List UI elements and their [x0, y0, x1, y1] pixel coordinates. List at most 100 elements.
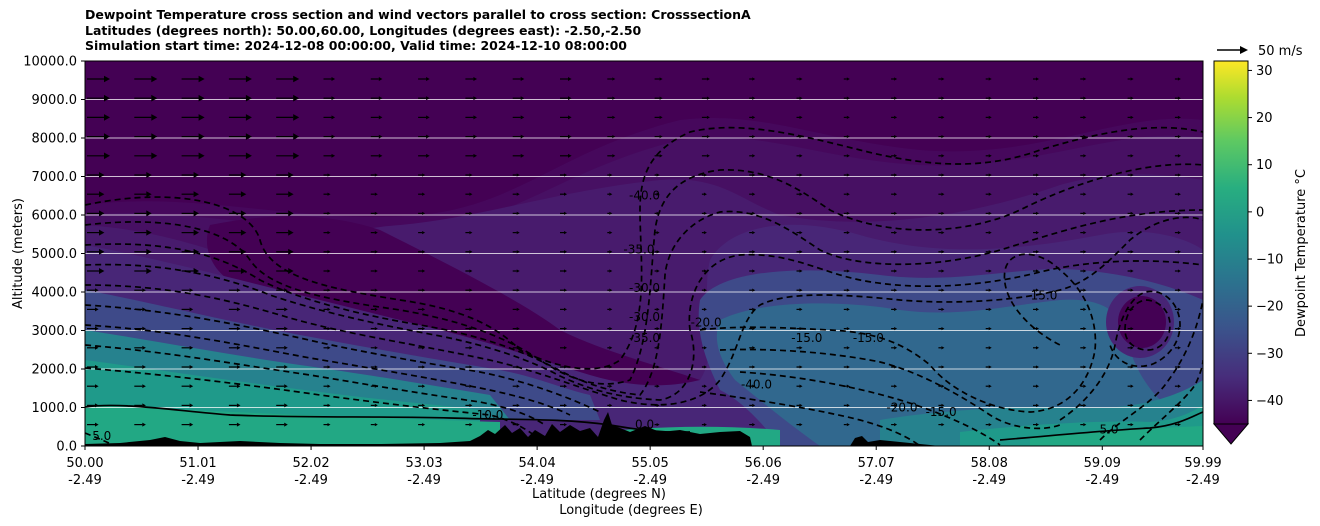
- wind-arrow: [843, 173, 850, 177]
- wind-arrow: [228, 326, 241, 331]
- wind-arrow: [370, 153, 383, 158]
- title-line-3: Simulation start time: 2024-12-08 00:00:…: [85, 38, 627, 53]
- wind-arrow: [1033, 154, 1039, 158]
- x-tick-label-lon: -2.49: [746, 473, 780, 488]
- wind-arrow: [465, 326, 473, 331]
- wind-arrow: [938, 192, 945, 196]
- wind-arrow: [512, 403, 520, 408]
- wind-arrow: [560, 269, 567, 273]
- wind-arrow: [87, 326, 99, 331]
- y-tick-label: 0.0: [56, 440, 77, 455]
- wind-arrow: [843, 192, 850, 196]
- y-axis: 0.0 1000.0 2000.0 3000.0 4000.0 5000.0 6000.0 7…: [23, 55, 85, 455]
- wind-arrow: [843, 346, 850, 350]
- wind-arrow: [181, 268, 199, 274]
- wind-arrow: [323, 230, 331, 235]
- x-axis: 50.00 -2.49 51.01 -2.49 52.02 -2.49 53.03 -2.49…: [66, 446, 1222, 488]
- wind-arrow: [512, 77, 525, 81]
- wind-arrow: [891, 230, 898, 235]
- wind-arrow: [465, 422, 473, 427]
- wind-arrow: [181, 191, 199, 198]
- wind-arrow: [134, 191, 152, 198]
- contour-line: [85, 163, 1203, 385]
- wind-arrow: [465, 211, 473, 216]
- y-tick-label: 1000.0: [32, 401, 78, 416]
- wind-arrow: [512, 288, 520, 292]
- wind-arrow: [1174, 192, 1181, 196]
- wind-arrow: [607, 134, 616, 139]
- wind-arrow: [843, 384, 850, 388]
- wind-arrow: [985, 230, 992, 235]
- wind-arrow: [560, 115, 572, 120]
- wind-arrow: [938, 422, 945, 427]
- wind-arrow: [891, 326, 898, 331]
- wind-arrow: [891, 77, 898, 81]
- wind-arrow: [87, 172, 105, 178]
- wind-arrow: [418, 96, 430, 101]
- wind-arrow: [87, 403, 99, 408]
- wind-arrow: [181, 152, 205, 160]
- wind-arrow: [1033, 250, 1039, 254]
- wind-arrow: [654, 154, 663, 158]
- x-tick-label-lat: 51.01: [179, 456, 216, 471]
- wind-arrow: [228, 248, 247, 255]
- wind-arrow: [1174, 211, 1181, 216]
- wind-arrow: [418, 211, 426, 216]
- wind-arrow: [1033, 211, 1039, 216]
- wind-arrow: [1033, 269, 1039, 273]
- wind-arrow: [701, 77, 710, 81]
- wind-arrow: [228, 172, 247, 178]
- wind-arrow: [465, 403, 473, 408]
- wind-arrow: [87, 248, 105, 255]
- wind-arrow: [938, 96, 945, 100]
- wind-arrow: [796, 77, 803, 81]
- wind-arrow: [985, 250, 992, 254]
- wind-arrow: [701, 365, 707, 369]
- wind-arrow: [938, 365, 945, 369]
- wind-arrow: [370, 173, 378, 177]
- wind-arrow: [1174, 384, 1181, 388]
- wind-arrow: [654, 384, 660, 388]
- contour-line: [85, 367, 536, 437]
- wind-arrow: [749, 250, 756, 254]
- wind-arrow: [985, 173, 992, 177]
- wind-arrow: [370, 96, 383, 101]
- wind-arrow: [796, 384, 803, 388]
- wind-arrow: [560, 422, 567, 427]
- wind-arrow: [418, 346, 426, 350]
- wind-arrow: [323, 173, 331, 177]
- wind-arrow: [749, 307, 756, 312]
- wind-arrow: [891, 288, 898, 292]
- wind-arrow: [560, 250, 567, 254]
- wind-arrow: [418, 77, 430, 81]
- wind-arrow: [796, 346, 803, 350]
- wind-arrow: [749, 211, 756, 216]
- contour-line: [85, 253, 1203, 401]
- contour-line: [739, 371, 1001, 446]
- wind-arrow: [607, 384, 613, 388]
- contour-label: -40.0: [741, 377, 772, 391]
- wind-arrow: [1080, 422, 1087, 427]
- wind-arrow: [276, 384, 288, 389]
- plot-area: -40.0 -35.0 -30.0 -30.0 -35.0 -40.0 -20.0 -15.0…: [85, 61, 1203, 446]
- x-tick-label-lon: -2.49: [633, 473, 667, 488]
- quiver-key-label: 50 m/s: [1258, 44, 1303, 59]
- wind-arrow: [370, 211, 378, 216]
- wind-arrow: [370, 192, 378, 196]
- wind-arrow: [370, 384, 378, 388]
- wind-arrow: [560, 230, 567, 235]
- wind-arrow: [228, 307, 241, 312]
- wind-arrow: [938, 384, 945, 388]
- contour-labels: -40.0 -35.0 -30.0 -30.0 -35.0 -40.0 -20.0 -15.0…: [92, 189, 1118, 444]
- wind-arrow: [843, 403, 850, 408]
- wind-arrow: [323, 96, 336, 101]
- wind-arrow: [607, 346, 613, 350]
- wind-arrow: [228, 152, 252, 160]
- quiver-key-arrowhead: [1240, 46, 1248, 54]
- x-tick-label-lat: 55.05: [632, 456, 669, 471]
- wind-arrow: [1033, 230, 1039, 235]
- wind-arrow: [560, 77, 572, 81]
- wind-arrow: [1080, 346, 1087, 350]
- wind-arrow: [181, 422, 194, 427]
- wind-arrow: [87, 307, 99, 312]
